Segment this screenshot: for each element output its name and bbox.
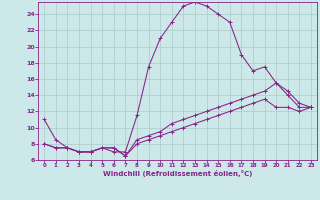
X-axis label: Windchill (Refroidissement éolien,°C): Windchill (Refroidissement éolien,°C) xyxy=(103,170,252,177)
